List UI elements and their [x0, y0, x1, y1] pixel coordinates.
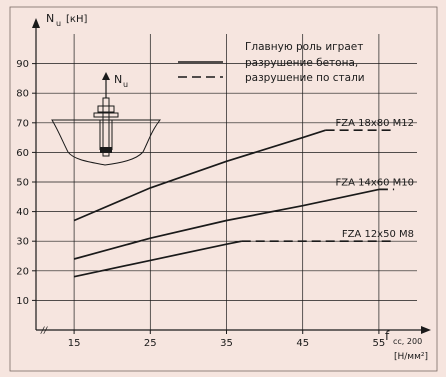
- y-tick-label: 80: [16, 89, 29, 100]
- axes: [32, 18, 431, 334]
- x-tick-label: 35: [220, 338, 233, 349]
- y-tick-label: 10: [16, 296, 29, 307]
- x-tick-label: 25: [144, 338, 157, 349]
- y-axis-arrow: [32, 18, 40, 28]
- load-label-subscript: u: [123, 80, 128, 89]
- series-0-label: FZA 18x80 M12: [335, 118, 414, 129]
- legend-dashed-label: разрушение по стали: [245, 72, 365, 84]
- y-axis-label-symbol: N: [46, 12, 54, 25]
- anchor-expansion-cone: [100, 147, 112, 153]
- x-axis-label-subscript: cc, 200: [393, 337, 422, 346]
- load-arrow-head: [102, 72, 110, 80]
- series-2-label: FZA 12x50 M8: [342, 229, 414, 240]
- series-1-label: FZA 14x60 M10: [335, 177, 414, 188]
- y-tick-label: 90: [16, 59, 29, 70]
- x-axis-label-unit: [Н/мм²]: [394, 352, 428, 362]
- series-labels: FZA 18x80 M12 FZA 14x60 M10 FZA 12x50 M8: [335, 118, 414, 240]
- legend-solid-label-line-1: Главную роль играет: [245, 41, 363, 53]
- axis-break-mark: //: [40, 326, 48, 336]
- y-tick-label: 70: [16, 118, 29, 129]
- series-1-concrete-line: [73, 188, 380, 260]
- legend-solid-label-line-2: разрушение бетона,: [245, 57, 358, 69]
- y-tick-labels: 10 20 30 40 50 60 70 80 90: [16, 59, 29, 307]
- x-tick-label: 55: [373, 338, 386, 349]
- legend: Главную роль играет разрушение бетона, р…: [178, 41, 365, 84]
- series-2-concrete-line: [73, 240, 242, 278]
- y-axis-label: N u [кН]: [46, 12, 87, 28]
- y-tick-label: 30: [16, 237, 29, 248]
- anchor-washer: [93, 112, 119, 118]
- series-0-concrete-line: [73, 129, 326, 222]
- anchor-nut: [97, 105, 115, 113]
- anchor-inset-diagram: N u: [51, 72, 162, 166]
- x-tick-labels: 15 25 35 45 55: [68, 338, 386, 349]
- y-axis-label-subscript: u: [56, 19, 61, 28]
- x-axis-label: f cc, 200 [Н/мм²]: [385, 329, 428, 362]
- concrete-body-outline: [51, 119, 162, 166]
- load-label-symbol: N: [114, 73, 122, 86]
- y-tick-label: 20: [16, 266, 29, 277]
- x-axis-arrow: [421, 326, 431, 334]
- y-tick-label: 60: [16, 148, 29, 159]
- y-axis-label-unit: [кН]: [66, 14, 87, 25]
- x-tick-label: 15: [68, 338, 81, 349]
- data-series: [73, 129, 395, 278]
- chart-border: [9, 6, 438, 372]
- y-tick-label: 40: [16, 207, 29, 218]
- x-tick-label: 45: [296, 338, 309, 349]
- y-tick-label: 50: [16, 178, 29, 189]
- x-axis-label-symbol: f: [385, 329, 390, 343]
